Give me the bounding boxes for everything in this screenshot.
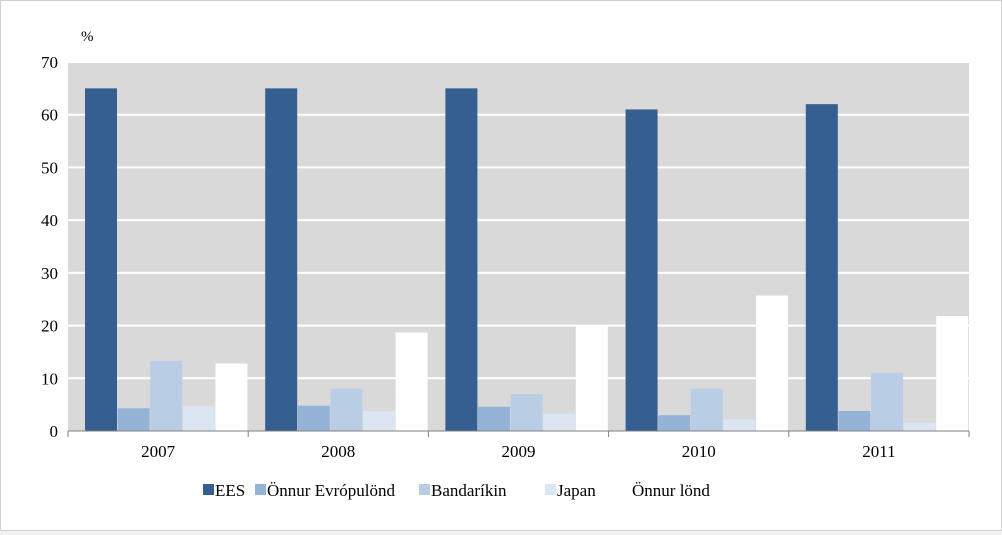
y-axis-ticks: 0 10 20 30 40 50 60 70: [41, 53, 58, 441]
bars: [85, 88, 969, 432]
bar-ees-2008: [265, 88, 298, 431]
legend-swatch: [255, 484, 266, 495]
x-tick-label: 2011: [862, 442, 895, 461]
bar--nnur-evr-pul-nd-2007: [117, 408, 150, 431]
bar--nnur-evr-pul-nd-2009: [478, 406, 510, 431]
legend-label: Önnur lönd: [632, 481, 710, 500]
x-tick-label: 2008: [321, 442, 355, 461]
bar-ees-2009: [445, 88, 478, 431]
bar-ees-2011: [805, 104, 838, 432]
legend: EES Önnur Evrópulönd Bandaríkin Japan Önnur …: [203, 481, 710, 500]
x-tick-label: 2007: [141, 442, 176, 461]
bar--nnur-l-nd-2010: [756, 295, 788, 431]
y-tick-label: 20: [41, 317, 58, 336]
legend-label: Bandaríkin: [431, 481, 507, 500]
bar-bandar-kin-2011: [871, 373, 903, 431]
bar--nnur-evr-pul-nd-2011: [838, 410, 871, 431]
bar--nnur-l-nd-2011: [936, 316, 969, 431]
x-axis: [67, 430, 970, 437]
bar--nnur-l-nd-2007: [215, 363, 248, 431]
legend-swatch: [419, 484, 430, 495]
y-tick-label: 0: [50, 422, 59, 441]
bar-bandar-kin-2009: [510, 394, 543, 431]
y-tick-label: 70: [41, 53, 58, 72]
x-axis-ticks: 2007 2008 2009 2010 2011: [141, 442, 895, 461]
legend-label: Japan: [557, 481, 596, 500]
bar-japan-2008: [363, 410, 395, 431]
bar-japan-2009: [543, 413, 576, 431]
bar-ees-2010: [625, 109, 658, 431]
legend-label: Önnur Evrópulönd: [267, 481, 395, 500]
legend-label: EES: [215, 481, 245, 500]
bar-bandar-kin-2007: [150, 360, 183, 431]
bar--nnur-evr-pul-nd-2008: [297, 405, 330, 431]
bar-ees-2007: [85, 88, 117, 431]
x-tick-label: 2010: [682, 442, 716, 461]
bar-japan-2007: [182, 406, 215, 431]
bar--nnur-l-nd-2009: [575, 325, 608, 431]
y-tick-label: 50: [41, 158, 58, 177]
bar-japan-2010: [723, 419, 756, 431]
y-tick-label: 60: [41, 106, 58, 125]
bar--nnur-evr-pul-nd-2010: [658, 415, 691, 431]
bar-japan-2011: [903, 422, 936, 431]
bar--nnur-l-nd-2008: [395, 332, 428, 431]
y-tick-label: 10: [41, 369, 58, 388]
y-tick-label: 40: [41, 211, 58, 230]
legend-swatch: [203, 484, 214, 495]
y-tick-label: 30: [41, 264, 58, 283]
legend-swatch: [619, 483, 632, 496]
legend-swatch: [545, 484, 556, 495]
x-tick-label: 2009: [502, 442, 536, 461]
bar-bandar-kin-2008: [330, 388, 363, 431]
bar-bandar-kin-2010: [690, 388, 723, 431]
y-unit-label: %: [81, 29, 94, 45]
